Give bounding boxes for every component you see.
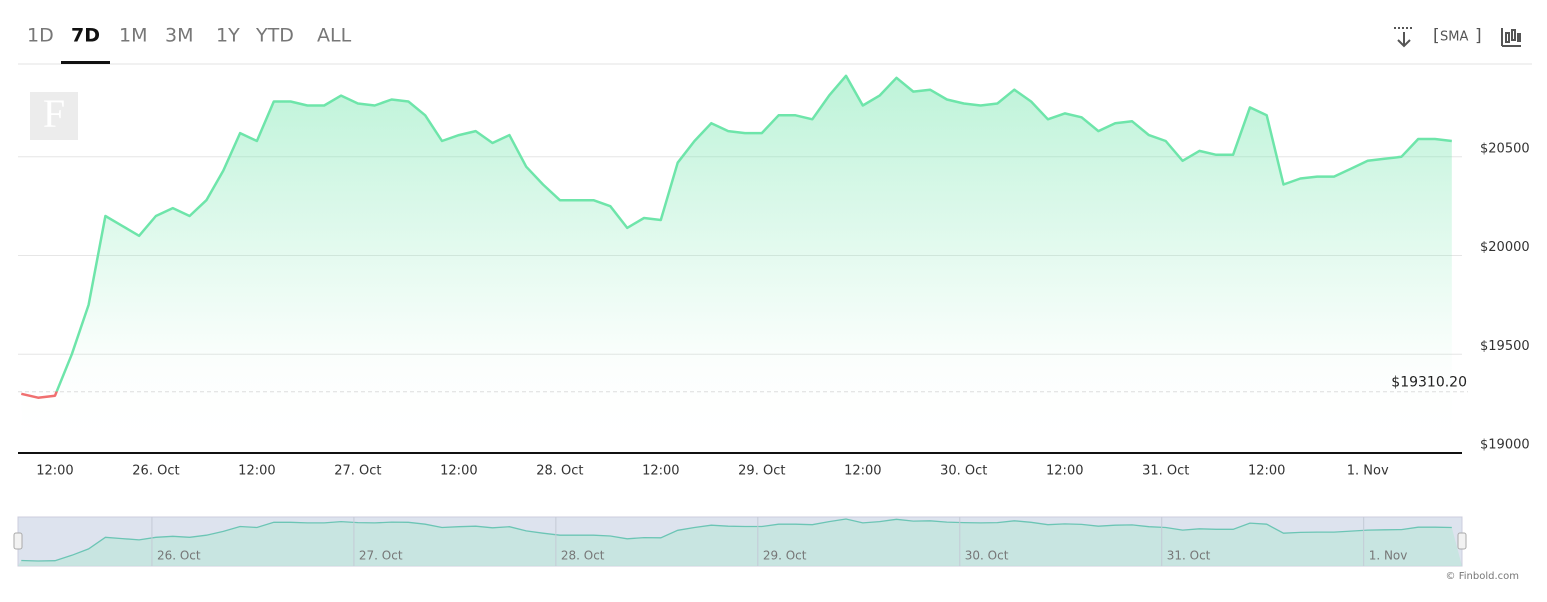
navigator-label: 29. Oct bbox=[763, 549, 807, 563]
watermark: F bbox=[43, 91, 65, 136]
x-tick-label: 30. Oct bbox=[940, 464, 987, 479]
navigator-label: 31. Oct bbox=[1167, 549, 1211, 563]
navigator-label: 26. Oct bbox=[157, 549, 201, 563]
x-tick-label: 27. Oct bbox=[334, 464, 381, 479]
range-button[interactable]: ALL bbox=[317, 25, 352, 47]
x-tick-label: 12:00 bbox=[36, 464, 73, 479]
navigator-label: 1. Nov bbox=[1369, 549, 1408, 563]
navigator-label: 28. Oct bbox=[561, 549, 605, 563]
x-tick-label: 26. Oct bbox=[132, 464, 179, 479]
range-button[interactable]: YTD bbox=[255, 25, 294, 47]
watermark-box bbox=[30, 92, 78, 140]
price-area bbox=[21, 75, 1452, 454]
x-tick-label: 28. Oct bbox=[536, 464, 583, 479]
y-tick-label: $19000 bbox=[1480, 438, 1530, 453]
y-tick-label: $20000 bbox=[1480, 240, 1530, 255]
range-button[interactable]: 1Y bbox=[216, 25, 240, 47]
y-tick-label: $19500 bbox=[1480, 339, 1530, 354]
sma-bracket-left: [ bbox=[1433, 26, 1440, 46]
x-tick-label: 12:00 bbox=[440, 464, 477, 479]
x-tick-label: 12:00 bbox=[238, 464, 275, 479]
active-underline bbox=[61, 61, 110, 64]
range-button[interactable]: 1D bbox=[27, 25, 54, 47]
candles-icon[interactable] bbox=[1501, 28, 1521, 47]
navigator-handle[interactable] bbox=[1457, 532, 1467, 550]
range-button[interactable]: 1M bbox=[119, 25, 147, 47]
navigator-label: 30. Oct bbox=[965, 549, 1009, 563]
x-tick-label: 12:00 bbox=[1248, 464, 1285, 479]
x-tick-label: 12:00 bbox=[642, 464, 679, 479]
x-tick-label: 29. Oct bbox=[738, 464, 785, 479]
navigator-handle[interactable] bbox=[13, 532, 23, 550]
sma-bracket-right: ] bbox=[1475, 26, 1482, 46]
sma-button[interactable]: SMA bbox=[1440, 30, 1468, 45]
navigator-line bbox=[21, 518, 1452, 562]
x-tick-label: 12:00 bbox=[844, 464, 881, 479]
range-button[interactable]: 3M bbox=[165, 25, 193, 47]
range-button[interactable]: 7D bbox=[71, 25, 100, 47]
credit: © Finbold.com bbox=[1446, 571, 1519, 582]
x-tick-label: 1. Nov bbox=[1347, 464, 1389, 479]
x-tick-label: 31. Oct bbox=[1142, 464, 1189, 479]
download-icon[interactable] bbox=[1394, 27, 1414, 48]
y-tick-label: $20500 bbox=[1480, 141, 1530, 156]
navigator-area bbox=[18, 519, 1462, 566]
x-tick-label: 12:00 bbox=[1046, 464, 1083, 479]
reference-label: $19310.20 bbox=[1391, 375, 1467, 391]
price-line bbox=[21, 74, 1452, 399]
navigator-label: 27. Oct bbox=[359, 549, 403, 563]
